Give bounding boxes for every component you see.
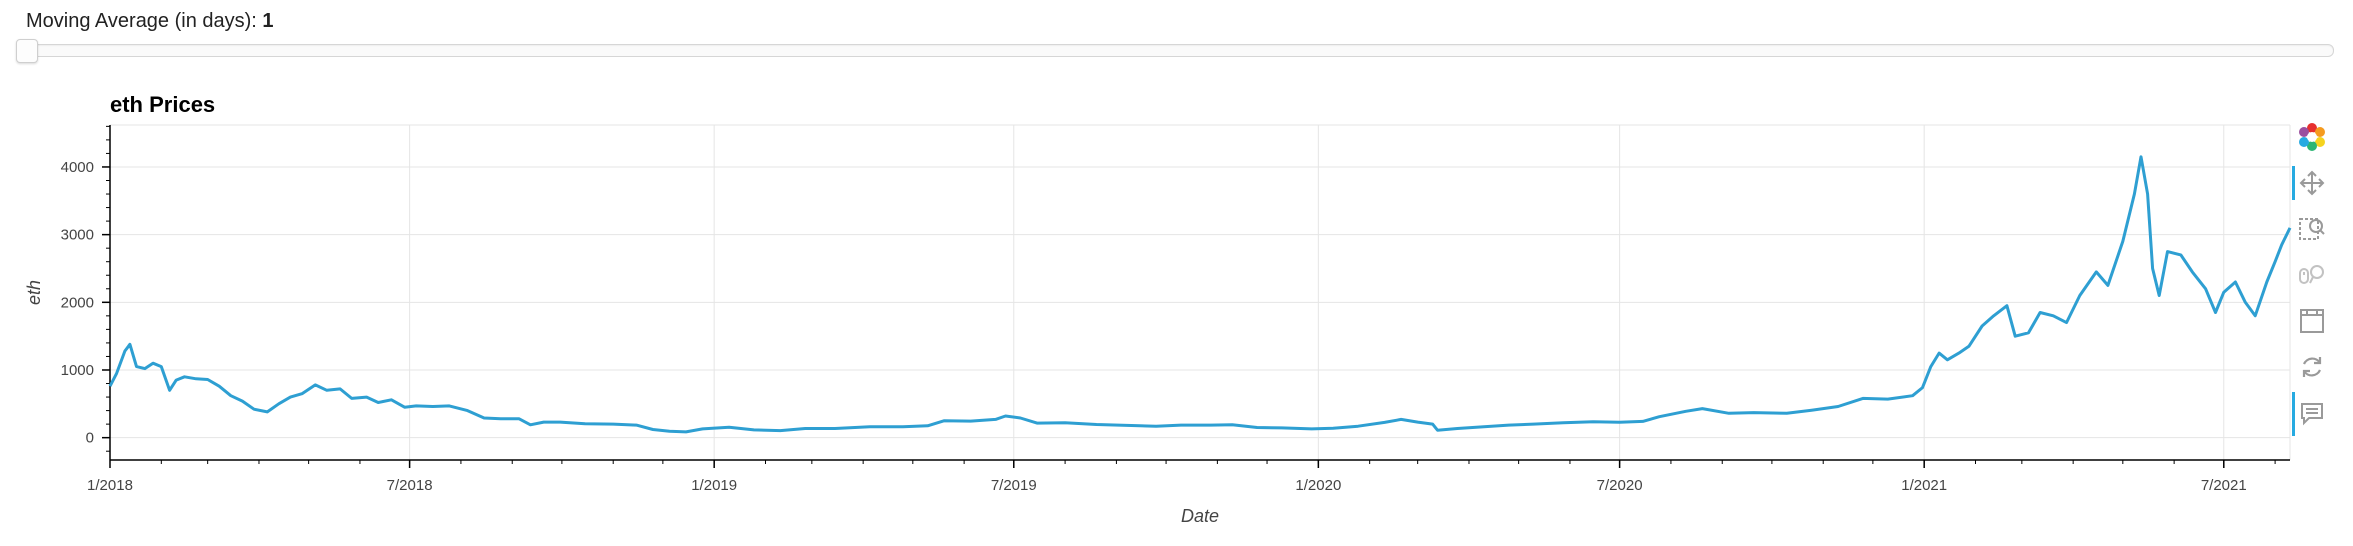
slider-title-label: Moving Average (in days): (26, 10, 263, 32)
reset-icon[interactable] (2292, 350, 2332, 384)
y-tick-label: 0 (86, 430, 94, 447)
hover-icon[interactable] (2292, 392, 2332, 436)
bokeh-logo-icon[interactable] (2292, 120, 2332, 154)
y-tick-label: 2000 (61, 294, 94, 311)
save-icon[interactable] (2292, 304, 2332, 338)
series-line-eth (108, 155, 2292, 434)
slider-title: Moving Average (in days): 1 (26, 10, 274, 33)
y-tick-label: 3000 (61, 227, 94, 244)
box-zoom-icon[interactable] (2292, 212, 2332, 246)
axes (109, 125, 2290, 461)
chart-title: eth Prices (110, 92, 215, 117)
x-axis-label: Date (1181, 506, 1219, 526)
wheel-zoom-icon[interactable] (2292, 258, 2332, 292)
x-tick-label: 1/2018 (87, 477, 133, 494)
x-tick-label: 7/2019 (991, 477, 1037, 494)
x-tick-label: 1/2021 (1901, 477, 1947, 494)
y-tick-label: 4000 (61, 159, 94, 176)
x-tick-label: 7/2020 (1597, 477, 1643, 494)
x-tick-label: 7/2018 (387, 477, 433, 494)
slider-value: 1 (262, 10, 274, 32)
moving-average-slider-handle[interactable] (16, 39, 38, 63)
chart-toolbar (2292, 120, 2332, 440)
grid-lines (109, 124, 2291, 460)
x-tick-label: 1/2019 (691, 477, 737, 494)
y-tick-label: 1000 (61, 362, 94, 379)
x-tick-label: 1/2020 (1295, 477, 1341, 494)
y-axis-label: eth (24, 280, 44, 305)
axis-ticks: 1/2018 7/2018 1/2019 7/2019 1/2020 7/2020 1/20… (61, 125, 2276, 494)
x-tick-label: 7/2021 (2201, 477, 2247, 494)
pan-icon[interactable] (2292, 166, 2332, 200)
